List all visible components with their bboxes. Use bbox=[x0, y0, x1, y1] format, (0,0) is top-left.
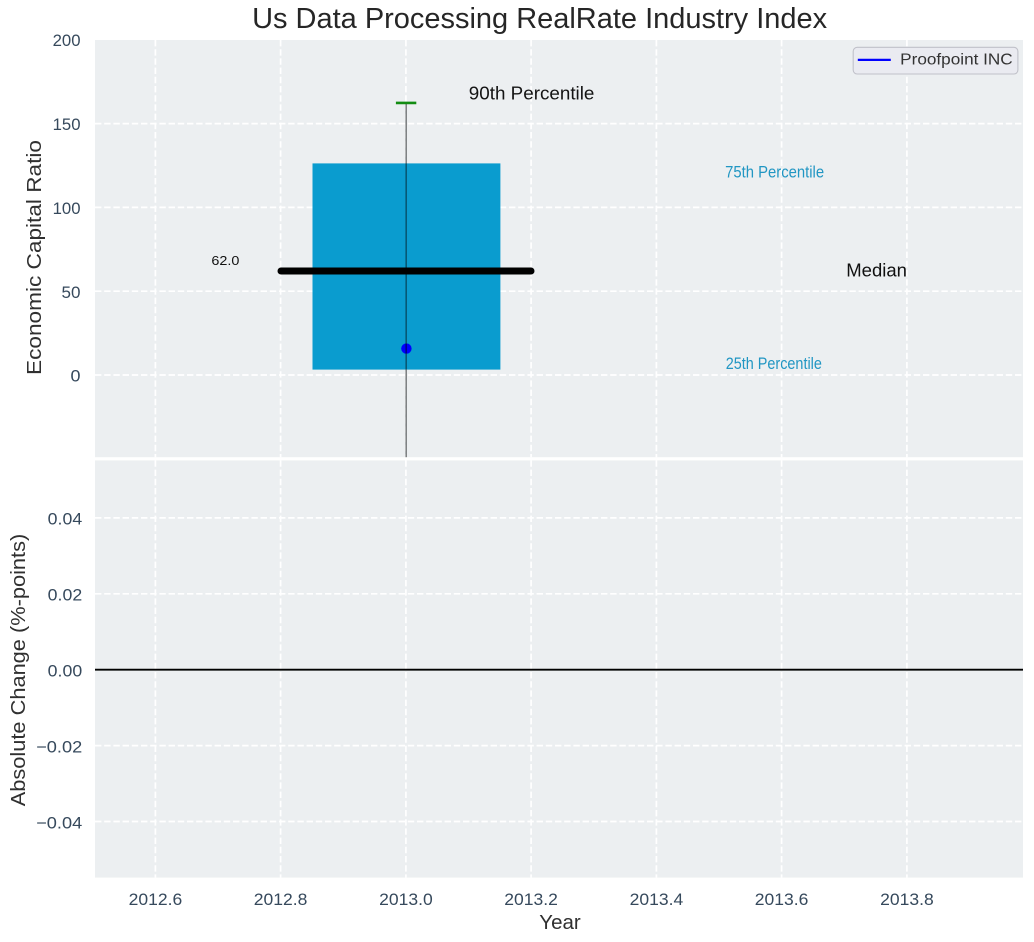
svg-text:0.02: 0.02 bbox=[48, 587, 83, 605]
svg-text:Proofpoint INC: Proofpoint INC bbox=[900, 51, 1013, 68]
svg-text:0.00: 0.00 bbox=[48, 663, 83, 681]
svg-text:50: 50 bbox=[62, 284, 81, 302]
svg-text:100: 100 bbox=[53, 200, 81, 218]
svg-text:Year: Year bbox=[539, 911, 581, 934]
svg-text:90th Percentile: 90th Percentile bbox=[469, 83, 595, 104]
svg-text:2012.6: 2012.6 bbox=[129, 891, 183, 909]
svg-text:Median: Median bbox=[846, 260, 907, 281]
svg-text:62.0: 62.0 bbox=[211, 253, 239, 268]
svg-text:0: 0 bbox=[71, 368, 81, 386]
svg-text:2013.6: 2013.6 bbox=[755, 891, 809, 909]
svg-text:2013.8: 2013.8 bbox=[880, 891, 934, 909]
svg-text:2013.2: 2013.2 bbox=[504, 891, 558, 909]
svg-text:2013.4: 2013.4 bbox=[630, 891, 684, 909]
svg-text:2013.0: 2013.0 bbox=[379, 891, 433, 909]
svg-text:Us Data Processing RealRate In: Us Data Processing RealRate Industry Ind… bbox=[252, 3, 827, 35]
svg-text:Economic Capital Ratio: Economic Capital Ratio bbox=[23, 140, 46, 375]
svg-text:−0.02: −0.02 bbox=[36, 738, 82, 756]
svg-text:0.04: 0.04 bbox=[48, 511, 83, 529]
svg-text:150: 150 bbox=[53, 116, 81, 134]
svg-text:75th Percentile: 75th Percentile bbox=[725, 163, 824, 182]
svg-text:2012.8: 2012.8 bbox=[254, 891, 308, 909]
svg-text:25th Percentile: 25th Percentile bbox=[726, 354, 822, 373]
svg-text:−0.04: −0.04 bbox=[36, 814, 82, 832]
svg-text:Absolute Change (%-points): Absolute Change (%-points) bbox=[7, 534, 30, 807]
svg-text:200: 200 bbox=[53, 32, 81, 50]
